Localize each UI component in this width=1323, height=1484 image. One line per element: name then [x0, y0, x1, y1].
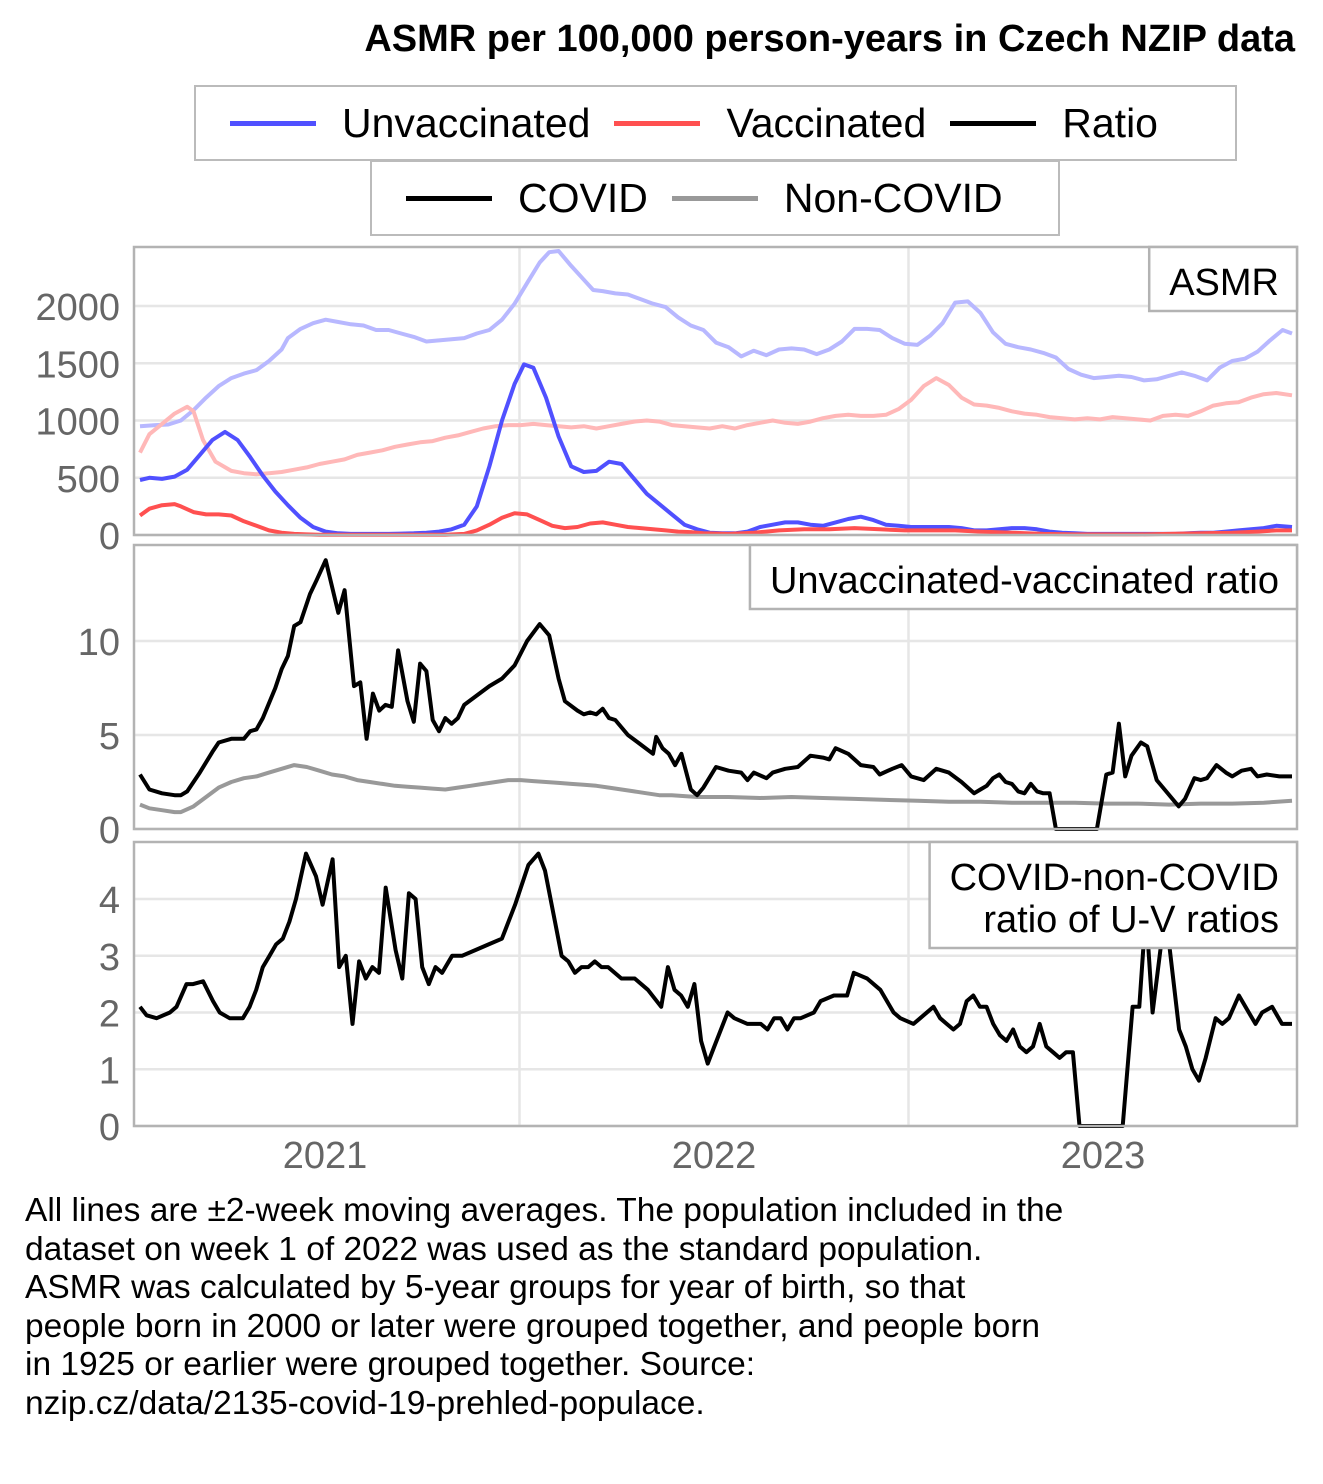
legend-swatch — [406, 195, 492, 201]
legend-label: Non-COVID — [783, 174, 1003, 221]
y-tick-label: 0 — [99, 810, 120, 852]
series-line-non-covid-ratio — [139, 763, 1293, 815]
legend-swatch — [230, 120, 316, 126]
x-tick-label: 2023 — [1061, 1135, 1146, 1177]
panel-border — [132, 840, 1299, 1128]
caption-line: All lines are ±2-week moving averages. T… — [25, 1192, 1064, 1229]
y-tick-label: 2000 — [35, 287, 120, 329]
legend-row-1: Unvaccinated Vaccinated Ratio — [194, 85, 1237, 161]
panel-label-box — [748, 543, 1299, 611]
caption-line: in 1925 or earlier were grouped together… — [25, 1346, 756, 1383]
legend-item-vaccinated: Vaccinated — [614, 100, 926, 147]
y-tick-label: 10 — [78, 622, 120, 664]
panel-label-box — [1147, 245, 1299, 313]
legend-item-unvaccinated: Unvaccinated — [230, 100, 590, 147]
panel-label: ratio of U-V ratios — [983, 899, 1279, 941]
y-tick-label: 5 — [99, 716, 120, 758]
caption-line: people born in 2000 or later were groupe… — [25, 1307, 1041, 1345]
legend-item-ratio: Ratio — [950, 100, 1158, 147]
legend-row-2: COVID Non-COVID — [370, 160, 1060, 236]
panel-label: Unvaccinated-vaccinated ratio — [770, 560, 1279, 602]
y-tick-label: 2 — [99, 994, 120, 1036]
y-tick-label: 4 — [99, 880, 120, 922]
y-tick-label: 3 — [99, 937, 120, 979]
legend-label: Ratio — [1062, 99, 1158, 146]
y-tick-label: 0 — [99, 1107, 120, 1149]
panel-border — [132, 245, 1299, 537]
legend-label: Vaccinated — [726, 99, 927, 146]
series-line-unvaccinated-non-covid — [139, 249, 1293, 429]
panel-label: COVID-non-COVID — [950, 857, 1279, 899]
panel-label-box — [928, 840, 1299, 950]
chart-title: ASMR per 100,000 person-years in Czech N… — [364, 18, 1295, 60]
panel-border — [132, 543, 1299, 831]
y-tick-label: 0 — [99, 516, 120, 558]
y-tick-label: 500 — [57, 459, 120, 501]
panel-label: ASMR — [1169, 262, 1279, 304]
caption-line: ASMR was calculated by 5-year groups for… — [25, 1269, 966, 1306]
series-line-covid-non-covid-ratio-of-ratios — [138, 851, 1292, 1128]
caption-line: dataset on week 1 of 2022 was used as th… — [25, 1230, 983, 1268]
legend-swatch — [950, 120, 1037, 126]
legend-swatch — [614, 120, 701, 126]
legend-label: COVID — [518, 174, 648, 221]
series-line-vaccinated-covid — [138, 502, 1292, 537]
y-tick-label: 1500 — [35, 344, 120, 386]
series-line-covid-ratio — [138, 558, 1292, 831]
legend-label: Unvaccinated — [342, 99, 591, 146]
panel-background — [134, 247, 1297, 535]
legend-item-covid: COVID — [406, 175, 648, 222]
caption-line: nzip.cz/data/2135-covid-19-prehled-popul… — [25, 1384, 705, 1422]
x-tick-label: 2022 — [672, 1135, 757, 1177]
y-tick-label: 1000 — [35, 402, 120, 444]
caption: All lines are ±2-week moving averages. T… — [25, 1192, 1315, 1423]
y-tick-label: 1 — [99, 1050, 120, 1092]
series-line-vaccinated-non-covid — [138, 376, 1293, 477]
legend-item-non-covid: Non-COVID — [671, 174, 1003, 222]
legend-swatch — [671, 195, 758, 201]
x-tick-label: 2021 — [283, 1135, 368, 1177]
